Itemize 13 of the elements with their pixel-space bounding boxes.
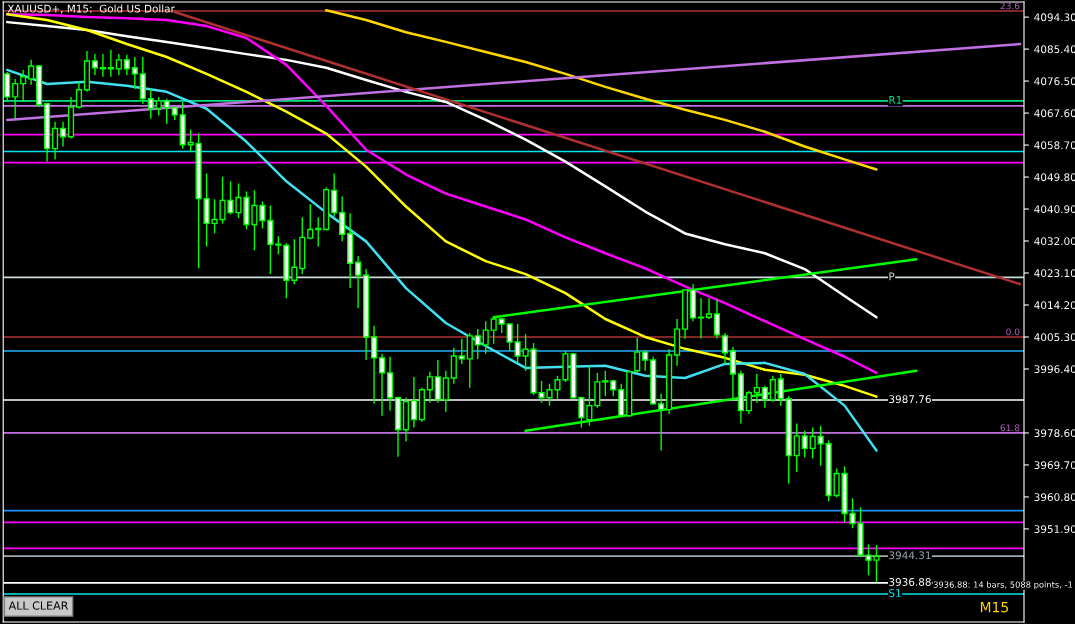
chart-title: XAUUSD+, M15: Gold US Dollar (7, 4, 175, 14)
annotation: ALL CLEAR (8, 601, 69, 610)
annotation: 61.8 (1000, 424, 1020, 432)
annotation: 23.6 (1000, 2, 1020, 10)
ref-line-label: 3987.76 (889, 395, 931, 404)
annotation: 0.0 (1006, 328, 1020, 336)
annotation: 3936.88: 14 bars, 5088 points, -1 (933, 581, 1073, 590)
ref-line-label: 3944.31 (889, 551, 931, 560)
ref-line-label: 3936.88 (889, 578, 931, 586)
ref-line-label: R1 (889, 96, 902, 104)
annotation: M15 (980, 602, 1008, 613)
ref-line-label: S1 (889, 589, 901, 597)
ref-line-label: P (889, 272, 895, 281)
